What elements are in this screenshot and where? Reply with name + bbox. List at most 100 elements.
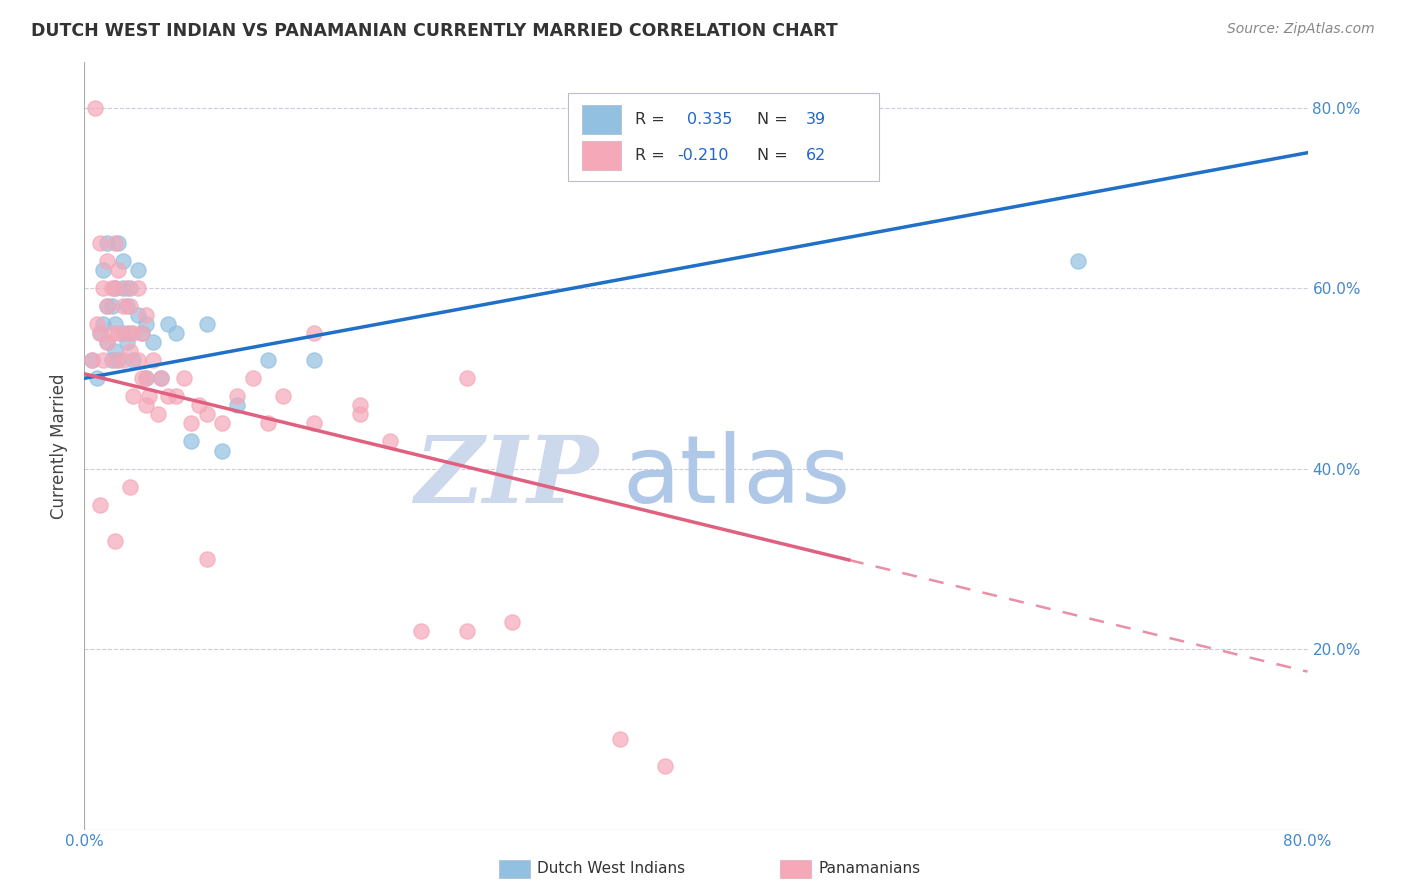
Point — [101, 353, 124, 368]
Point — [96, 254, 118, 268]
Point — [157, 389, 180, 403]
Point — [1067, 254, 1090, 268]
Point — [104, 281, 127, 295]
Point — [96, 335, 118, 350]
Point — [111, 326, 134, 341]
FancyBboxPatch shape — [568, 93, 880, 181]
Point — [127, 281, 149, 295]
Point — [104, 533, 127, 548]
Point — [349, 408, 371, 422]
Text: ZIP: ZIP — [413, 432, 598, 522]
Point — [456, 371, 478, 385]
Text: R =: R = — [636, 148, 665, 162]
Point — [188, 398, 211, 412]
Text: -0.210: -0.210 — [678, 148, 730, 162]
Point — [242, 371, 264, 385]
Point — [107, 326, 129, 341]
Point — [104, 344, 127, 359]
Text: Dutch West Indians: Dutch West Indians — [537, 862, 685, 876]
Point — [609, 732, 631, 747]
Point — [131, 371, 153, 385]
Point — [91, 317, 114, 331]
Point — [96, 299, 118, 313]
Text: 62: 62 — [806, 148, 827, 162]
Point — [157, 317, 180, 331]
Point — [80, 353, 103, 368]
Point — [111, 254, 134, 268]
Point — [271, 389, 294, 403]
Point — [122, 353, 145, 368]
Point — [456, 624, 478, 638]
Point — [195, 551, 218, 566]
Point — [91, 353, 114, 368]
Point — [122, 389, 145, 403]
Text: Panamanians: Panamanians — [818, 862, 921, 876]
Point — [120, 480, 142, 494]
Point — [180, 434, 202, 449]
Point — [101, 299, 124, 313]
Point — [111, 299, 134, 313]
Text: N =: N = — [758, 112, 787, 127]
Point — [122, 326, 145, 341]
Point — [101, 281, 124, 295]
Point — [165, 389, 187, 403]
Point — [107, 235, 129, 250]
Point — [380, 434, 402, 449]
Point — [101, 326, 124, 341]
Point — [302, 417, 325, 431]
Point — [104, 317, 127, 331]
Point — [138, 389, 160, 403]
Point — [115, 299, 138, 313]
Point — [142, 353, 165, 368]
Text: Source: ZipAtlas.com: Source: ZipAtlas.com — [1227, 22, 1375, 37]
Point — [135, 398, 157, 412]
Point — [89, 326, 111, 341]
Point — [104, 353, 127, 368]
Point — [120, 344, 142, 359]
Point — [135, 317, 157, 331]
Point — [211, 443, 233, 458]
Point — [111, 281, 134, 295]
Point — [89, 235, 111, 250]
Point — [104, 235, 127, 250]
Point — [86, 371, 108, 385]
Text: 39: 39 — [806, 112, 827, 127]
Bar — [582, 141, 621, 169]
Point — [127, 353, 149, 368]
Point — [115, 335, 138, 350]
Point — [120, 299, 142, 313]
Point — [91, 263, 114, 277]
Point — [131, 326, 153, 341]
Point — [257, 353, 280, 368]
Text: R =: R = — [636, 112, 665, 127]
Point — [96, 299, 118, 313]
Point — [89, 498, 111, 512]
Point — [165, 326, 187, 341]
Point — [502, 615, 524, 629]
Point — [349, 398, 371, 412]
Text: DUTCH WEST INDIAN VS PANAMANIAN CURRENTLY MARRIED CORRELATION CHART: DUTCH WEST INDIAN VS PANAMANIAN CURRENTL… — [31, 22, 838, 40]
Point — [89, 326, 111, 341]
Point — [180, 417, 202, 431]
Point — [107, 353, 129, 368]
Point — [149, 371, 172, 385]
Point — [226, 398, 249, 412]
Point — [173, 371, 195, 385]
Point — [302, 353, 325, 368]
Point — [257, 417, 280, 431]
Point — [135, 371, 157, 385]
Point — [86, 317, 108, 331]
Point — [96, 335, 118, 350]
Point — [195, 408, 218, 422]
Point — [96, 235, 118, 250]
Point — [146, 408, 169, 422]
Point — [111, 353, 134, 368]
Text: atlas: atlas — [623, 431, 851, 523]
Y-axis label: Currently Married: Currently Married — [51, 373, 69, 519]
Point — [135, 308, 157, 322]
Point — [302, 326, 325, 341]
Point — [226, 389, 249, 403]
Point — [91, 281, 114, 295]
Text: 0.335: 0.335 — [688, 112, 733, 127]
Point — [127, 308, 149, 322]
